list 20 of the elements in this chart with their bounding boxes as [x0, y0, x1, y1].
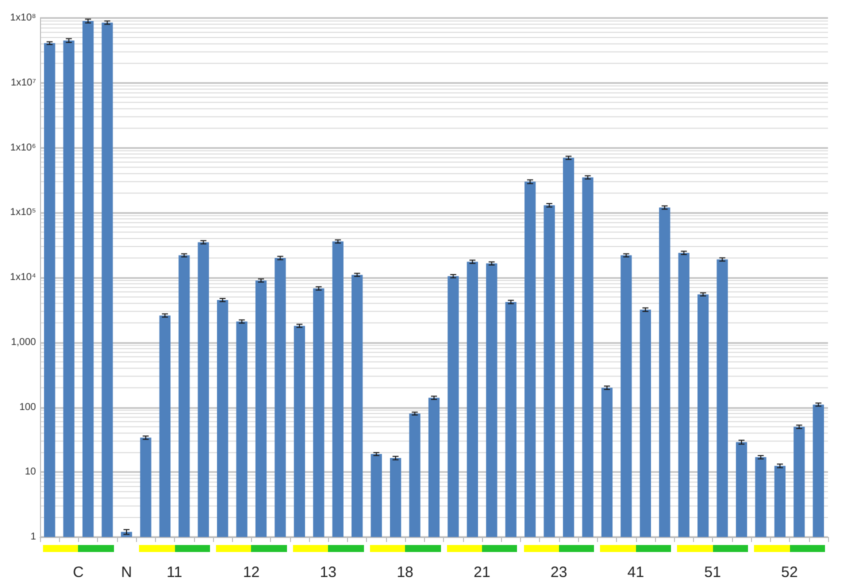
y-tick-label: 1: [30, 532, 36, 542]
y-tick-label: 1x10⁴: [10, 272, 36, 283]
x-tick-label: N: [121, 564, 132, 581]
y-tick-label: 1x10⁷: [10, 77, 36, 88]
x-tick-label: 41: [627, 564, 644, 581]
x-tick-label: 12: [242, 564, 260, 581]
y-tick-label: 1x10⁶: [10, 142, 36, 154]
x-tick-label: 52: [781, 564, 798, 581]
y-tick-label: 1x10⁵: [10, 207, 36, 218]
x-tick-label: 11: [166, 564, 182, 581]
x-tick-label: 18: [396, 564, 414, 581]
y-tick-label: 1,000: [10, 336, 36, 348]
x-tick-label: 13: [320, 564, 337, 581]
y-tick-label: 10: [24, 466, 36, 478]
y-tick-label: 1x10⁸: [10, 12, 36, 24]
x-tick-label: 23: [550, 564, 568, 581]
x-tick-label: C: [72, 564, 84, 581]
y-tick-label: 100: [19, 402, 36, 413]
x-tick-label: 51: [704, 564, 721, 581]
x-tick-label: 21: [474, 564, 490, 581]
